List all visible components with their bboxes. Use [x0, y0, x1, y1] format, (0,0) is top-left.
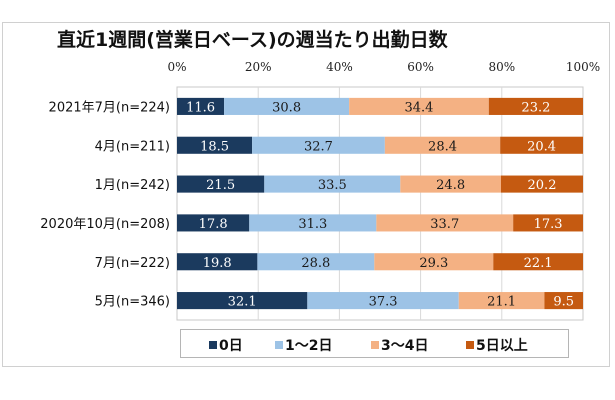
chart-legend: 0日 1～2日 3～4日 5日以上: [180, 329, 569, 358]
data-label-5-3: 9.5: [553, 295, 574, 310]
category-label-2: 1月(n=242): [95, 178, 170, 193]
legend-item-2: 3～4日: [371, 335, 428, 355]
bar-4-0: [177, 253, 258, 271]
bar-1-3: [500, 136, 583, 154]
data-label-4-1: 28.8: [301, 256, 330, 271]
bar-0-1: [224, 97, 350, 115]
x-tick-label-1: 20%: [245, 60, 272, 74]
bar-5-3: [544, 292, 583, 310]
category-label-0: 2021年7月(n=224): [49, 100, 170, 115]
category-label-4: 7月(n=222): [95, 256, 170, 271]
data-label-4-3: 22.1: [524, 256, 553, 271]
category-label-5: 5月(n=346): [95, 295, 170, 310]
x-tick-label-0: 0%: [167, 60, 186, 74]
bar-2-2: [400, 175, 501, 193]
x-tick-label-5: 100%: [566, 60, 600, 74]
bar-1-1: [252, 136, 385, 154]
bar-2-1: [264, 175, 401, 193]
legend-label-0: 0日: [219, 338, 243, 354]
data-label-1-0: 18.5: [200, 139, 229, 154]
bar-3-2: [376, 214, 514, 232]
category-label-1: 4月(n=211): [95, 139, 170, 154]
data-label-0-3: 23.2: [521, 100, 550, 115]
legend-label-3: 5日以上: [476, 338, 528, 354]
data-label-3-0: 17.8: [199, 217, 228, 232]
bar-3-1: [249, 214, 377, 232]
bar-4-2: [374, 253, 494, 271]
bar-5-0: [177, 292, 308, 310]
plot-area: [176, 86, 584, 321]
data-label-2-1: 33.5: [318, 178, 347, 193]
x-tick-label-3: 60%: [407, 60, 434, 74]
data-label-0-1: 30.8: [272, 100, 301, 115]
data-label-2-2: 24.8: [436, 178, 465, 193]
bar-0-0: [177, 97, 225, 115]
legend-item-0: 0日: [209, 335, 243, 355]
bar-1-2: [384, 136, 501, 154]
bar-1-0: [177, 136, 253, 154]
data-label-1-1: 32.7: [304, 139, 333, 154]
legend-swatch-0: [209, 341, 217, 349]
bar-5-2: [458, 292, 545, 310]
legend-swatch-3: [466, 341, 474, 349]
data-label-3-1: 31.3: [298, 217, 327, 232]
legend-label-1: 1～2日: [285, 338, 333, 354]
bar-2-0: [177, 175, 265, 193]
data-label-4-0: 19.8: [203, 256, 232, 271]
data-label-3-2: 33.7: [430, 217, 459, 232]
chart-title: 直近1週間(営業日ベース)の週当たり出勤日数: [57, 29, 448, 51]
data-label-5-2: 21.1: [487, 295, 516, 310]
data-label-2-3: 20.2: [528, 178, 557, 193]
data-label-1-3: 20.4: [527, 139, 556, 154]
data-label-2-0: 21.5: [206, 178, 235, 193]
legend-item-1: 1～2日: [275, 335, 332, 355]
data-label-5-1: 37.3: [369, 295, 398, 310]
x-tick-label-4: 80%: [488, 60, 515, 74]
data-label-1-2: 28.4: [428, 139, 457, 154]
bar-3-0: [177, 214, 250, 232]
bar-4-1: [257, 253, 375, 271]
legend-label-2: 3～4日: [381, 338, 429, 354]
bar-2-3: [500, 175, 583, 193]
bar-4-3: [493, 253, 583, 271]
bar-0-2: [349, 97, 489, 115]
legend-item-3: 5日以上: [466, 335, 528, 355]
data-label-3-3: 17.3: [534, 217, 563, 232]
data-label-0-2: 34.4: [404, 100, 433, 115]
data-label-4-2: 29.3: [419, 256, 448, 271]
category-label-3: 2020年10月(n=208): [40, 217, 170, 232]
legend-swatch-2: [371, 341, 379, 349]
legend-swatch-1: [275, 341, 283, 349]
bar-3-3: [513, 214, 583, 232]
bar-5-1: [307, 292, 459, 310]
bar-0-3: [488, 97, 583, 115]
data-label-0-0: 11.6: [186, 100, 215, 115]
data-label-5-0: 32.1: [228, 295, 257, 310]
x-tick-label-2: 40%: [326, 60, 353, 74]
